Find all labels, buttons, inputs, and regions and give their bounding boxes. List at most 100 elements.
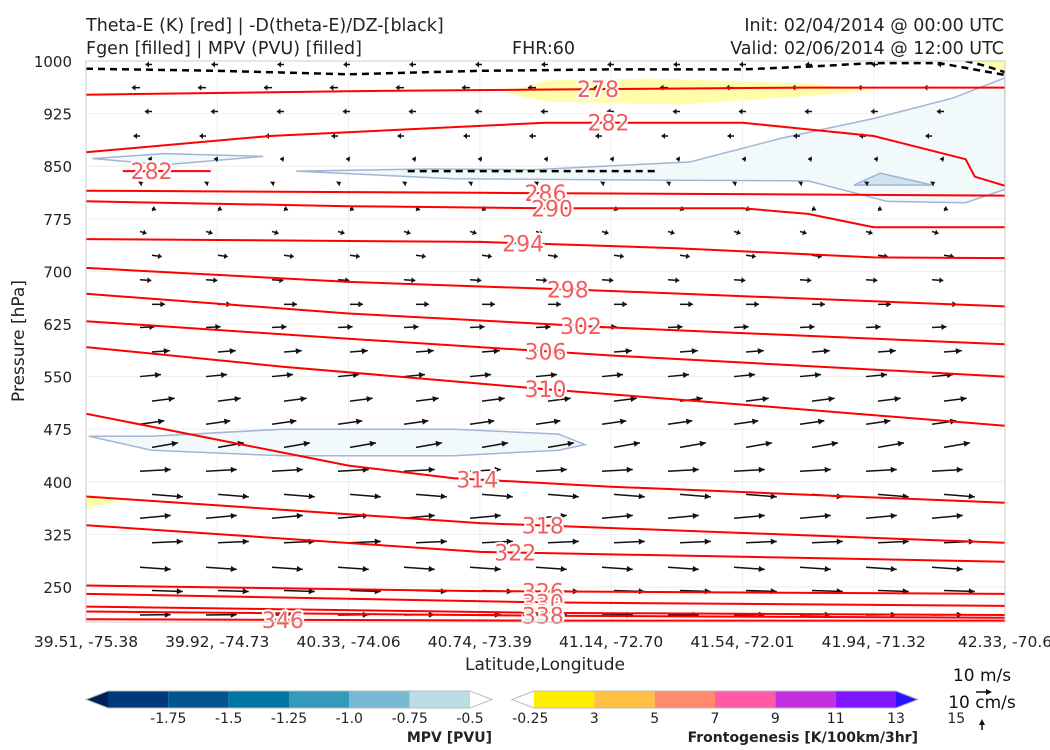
wind-vector-arrowhead xyxy=(890,466,897,473)
wind-vector-arrowhead xyxy=(877,205,882,212)
wind-vector-arrowhead xyxy=(567,440,574,447)
wind-vector-arrowhead xyxy=(374,538,381,545)
wind-vector-arrowhead xyxy=(968,493,975,500)
wind-vector-arrowhead xyxy=(157,253,162,260)
x-axis-label: Latitude,Longitude xyxy=(465,655,625,675)
wind-vector-arrowhead xyxy=(374,493,381,500)
wind-vector-arrowhead xyxy=(213,277,218,284)
valid-time: Valid: 02/06/2014 @ 12:00 UTC xyxy=(730,39,1004,59)
wind-vector-arrowhead xyxy=(943,205,948,212)
wind-vector-arrowhead xyxy=(145,61,149,68)
theta-e-contours xyxy=(86,86,1005,622)
wind-vector-arrowhead xyxy=(340,229,345,236)
wind-vector-arrowhead xyxy=(956,566,963,572)
reference-vertical-arrowhead xyxy=(979,719,985,725)
mpv-shaded-region xyxy=(88,428,588,457)
wind-vector-arrowhead xyxy=(362,566,369,572)
forecast-hour: FHR:60 xyxy=(512,39,575,59)
theta-e-contour xyxy=(86,86,1005,96)
theta-e-contour xyxy=(86,584,1005,595)
theta-e-contour-label: 314 xyxy=(456,469,498,494)
wind-vector-arrowhead xyxy=(661,133,665,139)
wind-vector-arrowhead xyxy=(540,108,545,115)
wind-vector-arrowhead xyxy=(242,538,249,545)
wind-vector-arrowhead xyxy=(676,156,680,163)
wind-vector-arrowhead xyxy=(428,566,435,572)
frontogenesis-colorbar-tick-label: 3 xyxy=(590,711,599,727)
wind-vector-arrowhead xyxy=(870,108,875,115)
y-tick-label: 775 xyxy=(43,211,72,229)
theta-e-contour-label: 310 xyxy=(525,378,567,403)
wind-vector-arrowhead xyxy=(836,538,843,545)
wind-vector-arrowhead xyxy=(176,588,183,595)
wind-vector-arrowhead xyxy=(164,466,171,473)
wind-vector-arrowhead xyxy=(757,348,764,355)
wind-vector-arrowhead xyxy=(283,205,288,212)
wind-vector-arrowhead xyxy=(424,301,429,308)
mpv-colorbar: -1.75 -1.5 -1.25 -1.0 -0.75 -0.5 -0.25 xyxy=(84,690,548,727)
theta-e-contour-label: 302 xyxy=(560,315,602,340)
wind-vector-arrowhead xyxy=(296,466,303,473)
wind-vector-arrowhead xyxy=(875,324,881,330)
wind-vector-arrowhead xyxy=(484,372,492,378)
wind-vector-arrowhead xyxy=(329,84,334,91)
x-tick-label: 41.14, -72.70 xyxy=(559,633,663,651)
y-tick-label: 325 xyxy=(43,526,72,544)
wind-vector-arrowhead xyxy=(560,566,567,572)
wind-vector-arrowhead xyxy=(727,133,731,139)
wind-vector-arrowhead xyxy=(336,181,341,187)
wind-vector-arrowhead xyxy=(742,156,746,163)
wind-vector-arrowhead xyxy=(538,229,543,236)
theta-e-contour-label: 306 xyxy=(525,340,567,365)
wind-vector-arrowhead xyxy=(494,513,501,519)
theta-e-contour-label: 346 xyxy=(262,609,304,634)
wind-vector-arrowhead xyxy=(630,396,637,402)
wind-vector-arrowhead xyxy=(880,372,888,378)
reference-vertical-label: 10 cm/s xyxy=(948,693,1016,713)
reference-horizontal-arrowhead xyxy=(986,689,992,695)
wind-vector-arrowhead xyxy=(874,156,878,163)
mpv-colorbar-segment xyxy=(470,691,492,708)
wind-vector-arrowhead xyxy=(355,253,360,260)
wind-vector-arrowhead xyxy=(751,418,759,425)
wind-vector-arrowhead xyxy=(230,566,237,572)
wind-vector-arrowhead xyxy=(798,181,803,187)
wind-vector-arrowhead xyxy=(296,513,303,519)
mpv-colorbar-segment xyxy=(108,691,169,708)
wind-vector-arrowhead xyxy=(564,396,571,402)
frontogenesis-colorbar-segment xyxy=(775,691,836,708)
wind-vector-arrowhead xyxy=(638,538,645,545)
wind-vector-arrowhead xyxy=(802,229,807,236)
wind-vector-arrowhead xyxy=(229,348,236,355)
x-tick-label: 40.33, -74.06 xyxy=(296,633,400,651)
frontogenesis-colorbar-segment xyxy=(896,691,918,708)
wind-vector-arrowhead xyxy=(770,538,777,545)
x-tick-label: 41.54, -72.01 xyxy=(690,633,794,651)
wind-vector-arrowhead xyxy=(292,301,297,308)
x-tick-label: 40.74, -73.39 xyxy=(428,633,532,651)
y-tick-label: 250 xyxy=(43,579,72,597)
wind-vector-arrowhead xyxy=(758,566,765,572)
y-tick-label: 925 xyxy=(43,106,72,124)
wind-vector-arrowhead xyxy=(963,440,970,447)
wind-vector-arrowhead xyxy=(560,513,567,519)
wind-vector-arrowhead xyxy=(289,253,294,260)
wind-vector-arrowhead xyxy=(902,538,909,545)
wind-vector-arrowhead xyxy=(939,277,944,284)
mpv-colorbar-tick-label: -1.0 xyxy=(336,711,363,727)
frontogenesis-colorbar-outline xyxy=(510,690,920,709)
wind-vector-arrowhead xyxy=(754,301,759,308)
wind-vector-arrowhead xyxy=(748,372,756,378)
wind-vector-arrowhead xyxy=(600,181,605,187)
wind-vector-arrowhead xyxy=(242,588,249,595)
wind-vector-arrowhead xyxy=(358,301,363,308)
wind-vector-arrowhead xyxy=(541,61,545,68)
wind-vector-arrowhead xyxy=(234,396,241,402)
wind-vector-arrowhead xyxy=(168,396,175,402)
wind-vector-arrowhead xyxy=(427,348,434,355)
wind-vector-arrowhead xyxy=(556,301,561,308)
wind-vector-arrowhead xyxy=(828,396,835,402)
frontogenesis-colorbar-tick-label: 13 xyxy=(887,711,905,727)
wind-vector-arrowhead xyxy=(807,277,812,284)
